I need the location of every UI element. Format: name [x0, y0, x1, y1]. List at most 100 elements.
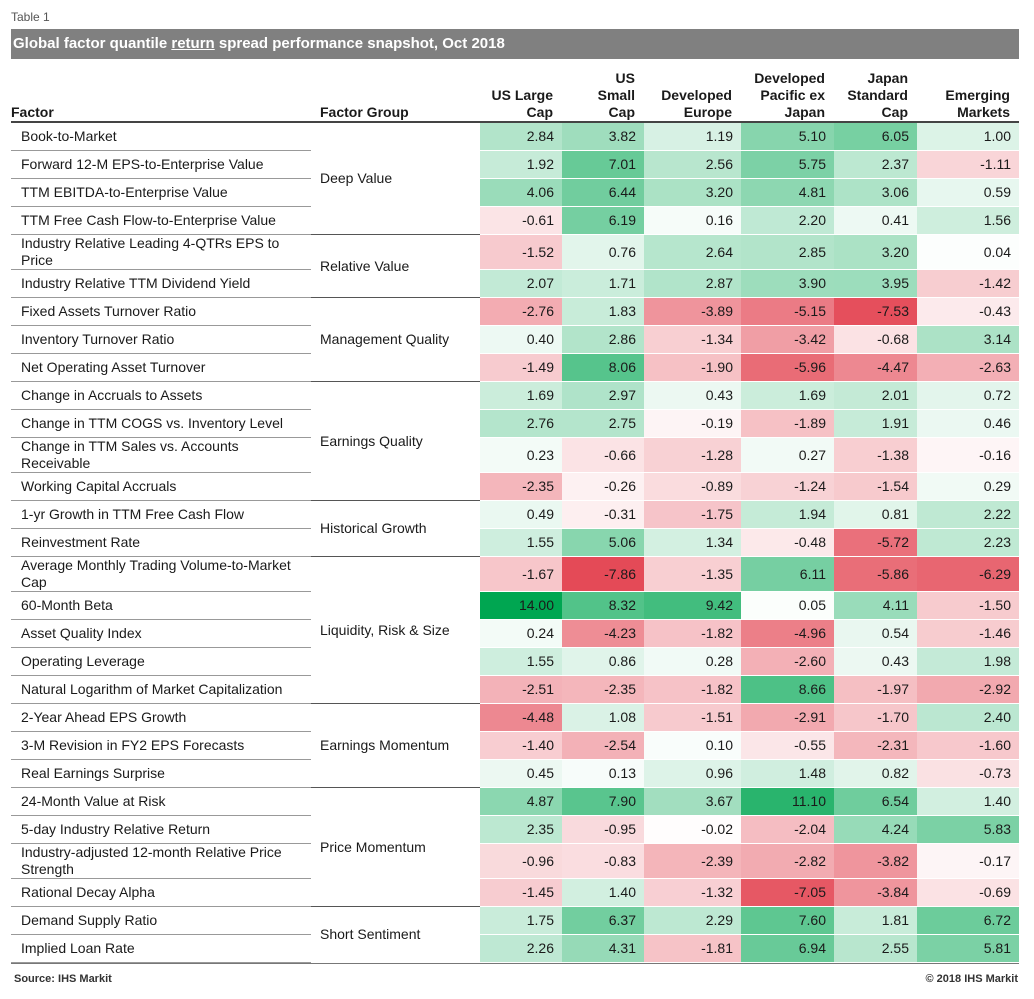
header-col-4-line: Japan: [867, 70, 908, 86]
factor-group: Management Quality: [311, 297, 480, 382]
title-part-underlined: return: [171, 35, 215, 52]
value-cell: 3.14: [917, 325, 1019, 354]
value-cell: -1.67: [480, 556, 562, 592]
value-cell: -1.50: [917, 591, 1019, 620]
value-cell: 3.82: [562, 121, 644, 151]
table-row: Demand Supply Ratio Short Sentiment 1.75 6.…: [11, 906, 1019, 963]
factor-name: Change in TTM COGS vs. Inventory Level: [11, 409, 311, 438]
value-cell: 2.40: [917, 703, 1019, 732]
value-cell: 0.72: [917, 381, 1019, 410]
factor-name: 5-day Industry Relative Return: [11, 815, 311, 844]
value-cell: 1.00: [917, 121, 1019, 151]
header-col-2-line: Developed: [661, 87, 732, 103]
value-cell: -2.54: [562, 731, 644, 760]
value-cell: -4.48: [480, 703, 562, 732]
value-cell: -1.24: [741, 472, 834, 501]
table-row: Average Monthly Trading Volume-to-Market…: [11, 556, 1019, 704]
value-cell: 0.23: [480, 437, 562, 473]
table-row: Change in Accruals to Assets Earnings Qua…: [11, 381, 1019, 501]
value-cell: 1.91: [834, 409, 917, 438]
factor-name: Industry Relative Leading 4-QTRs EPS to …: [11, 234, 311, 270]
value-cell: 0.10: [644, 731, 741, 760]
value-cell: 0.27: [741, 437, 834, 473]
table-row: TTM Free Cash Flow-to-Enterprise Value -0…: [11, 206, 1019, 235]
header-col-0-line: Cap: [526, 104, 553, 120]
value-cell: -0.19: [644, 409, 741, 438]
value-cell: -4.47: [834, 353, 917, 382]
source-note: Source: IHS Markit: [14, 973, 112, 985]
factor-group: Earnings Momentum: [311, 703, 480, 788]
value-cell: -1.60: [917, 731, 1019, 760]
value-cell: 1.83: [562, 297, 644, 326]
value-cell: 2.97: [562, 381, 644, 410]
table-row: Change in TTM Sales vs. Accounts Receiva…: [11, 437, 1019, 473]
value-cell: -0.69: [917, 878, 1019, 907]
copyright-note: © 2018 IHS Markit: [925, 973, 1018, 985]
value-cell: 0.43: [644, 381, 741, 410]
table-row: 5-day Industry Relative Return 2.35 -0.95-…: [11, 815, 1019, 844]
value-cell: -1.97: [834, 675, 917, 704]
table-row: Book-to-Market Deep Value 2.84 3.82 1.19 5.10…: [11, 121, 1019, 235]
value-cell: 4.11: [834, 591, 917, 620]
value-cell: 2.01: [834, 381, 917, 410]
value-cell: 14.00: [480, 591, 562, 620]
value-cell: -5.15: [741, 297, 834, 326]
value-cell: 5.83: [917, 815, 1019, 844]
table-row: TTM EBITDA-to-Enterprise Value 4.06 6.44 3.…: [11, 178, 1019, 207]
value-cell: 7.01: [562, 150, 644, 179]
header-col-1-line: Small: [597, 87, 635, 103]
value-cell: 4.24: [834, 815, 917, 844]
value-cell: 11.10: [741, 787, 834, 816]
value-cell: 8.66: [741, 675, 834, 704]
value-cell: 0.13: [562, 759, 644, 788]
value-cell: -1.40: [480, 731, 562, 760]
value-cell: -3.82: [834, 843, 917, 879]
value-cell: -1.89: [741, 409, 834, 438]
value-cell: 2.35: [480, 815, 562, 844]
value-cell: 0.96: [644, 759, 741, 788]
factor-group: Deep Value: [311, 121, 480, 235]
value-cell: -2.82: [741, 843, 834, 879]
value-cell: 2.84: [480, 121, 562, 151]
value-cell: 1.71: [562, 269, 644, 298]
value-cell: -6.29: [917, 556, 1019, 592]
value-cell: 0.81: [834, 500, 917, 529]
value-cell: -1.52: [480, 234, 562, 270]
value-cell: 6.44: [562, 178, 644, 207]
value-cell: 2.85: [741, 234, 834, 270]
value-cell: 1.92: [480, 150, 562, 179]
value-cell: -7.53: [834, 297, 917, 326]
value-cell: 0.46: [917, 409, 1019, 438]
value-cell: 1.08: [562, 703, 644, 732]
factor-name: Operating Leverage: [11, 647, 311, 676]
value-cell: 1.40: [917, 787, 1019, 816]
value-cell: 2.22: [917, 500, 1019, 529]
value-cell: -0.61: [480, 206, 562, 235]
header-col-4: Japan Standard Cap: [834, 67, 917, 123]
value-cell: -2.39: [644, 843, 741, 879]
value-cell: -3.84: [834, 878, 917, 907]
value-cell: 0.54: [834, 619, 917, 648]
header-col-5: Emerging Markets: [917, 67, 1019, 123]
factor-name: Change in TTM Sales vs. Accounts Receiva…: [11, 437, 311, 473]
value-cell: 0.40: [480, 325, 562, 354]
value-cell: 6.37: [562, 906, 644, 935]
value-cell: -0.48: [741, 528, 834, 557]
table-row: 2-Year Ahead EPS Growth Earnings Momentum…: [11, 703, 1019, 788]
value-cell: -1.70: [834, 703, 917, 732]
factor-name: Book-to-Market: [11, 121, 311, 151]
value-cell: 4.81: [741, 178, 834, 207]
value-cell: 0.76: [562, 234, 644, 270]
value-cell: 1.98: [917, 647, 1019, 676]
value-cell: -0.02: [644, 815, 741, 844]
factor-name: Reinvestment Rate: [11, 528, 311, 557]
value-cell: 0.28: [644, 647, 741, 676]
value-cell: -2.91: [741, 703, 834, 732]
table-row: Real Earnings Surprise 0.45 0.13 0.96 1.48 0.…: [11, 759, 1019, 788]
value-cell: 3.95: [834, 269, 917, 298]
factor-name: Natural Logarithm of Market Capitalizati…: [11, 675, 311, 704]
value-cell: -1.90: [644, 353, 741, 382]
value-cell: -7.05: [741, 878, 834, 907]
value-cell: 1.55: [480, 528, 562, 557]
value-cell: 0.41: [834, 206, 917, 235]
